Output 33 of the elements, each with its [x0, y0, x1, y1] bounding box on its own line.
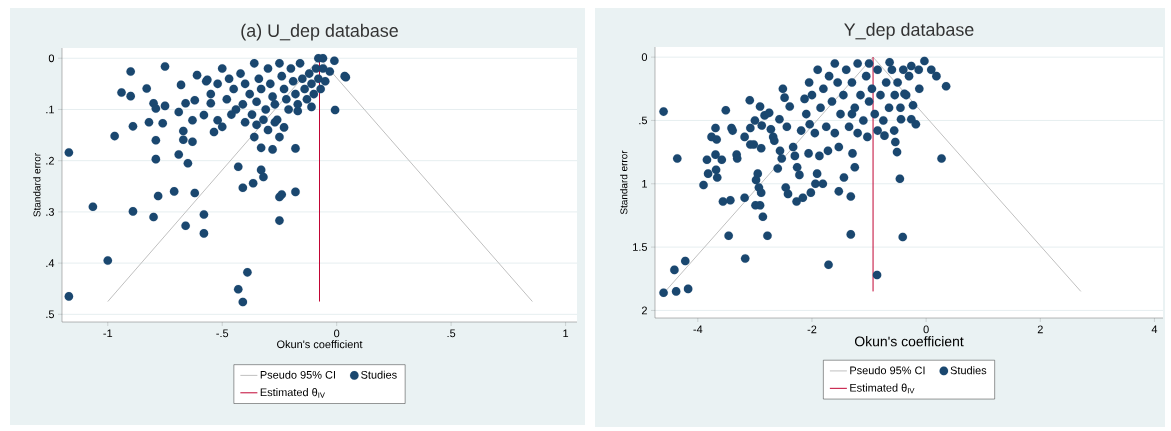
x-tick-label: 1 [563, 329, 569, 338]
y-axis-title: Standard error [620, 150, 628, 215]
legend-label: Estimated θ$_{IV}$ [260, 388, 325, 398]
y-tick-label: 0 [641, 53, 648, 62]
x-tick-label: -.5 [216, 329, 229, 338]
x-tick-label: 0 [334, 329, 340, 338]
y-tick-label: 0 [48, 54, 55, 63]
legend-label: Pseudo 95% CI [850, 366, 925, 375]
x-axis-title: Okun's coefficient [277, 340, 363, 349]
x-tick-label: 2 [1037, 325, 1043, 334]
y-tick-label: .5 [46, 310, 55, 319]
x-tick-label: 0 [923, 325, 929, 334]
x-tick-label: -2 [807, 325, 817, 334]
x-tick-label: -1 [103, 329, 113, 338]
y-tick-label: 2 [641, 306, 647, 315]
chart-title: Y_dep database [844, 22, 974, 40]
y-tick-label: .1 [46, 105, 54, 114]
legend-label: Pseudo 95% CI [260, 370, 335, 379]
y-tick-label: 1 [642, 180, 647, 188]
x-tick-label: .5 [447, 329, 456, 338]
y-tick-label: .3 [46, 208, 54, 216]
y-tick-label: .2 [46, 156, 54, 165]
legend-label: Studies [950, 366, 987, 375]
chart-title: (a) U_dep database [241, 23, 398, 41]
legend-label: Estimated θ$_{IV}$ [850, 383, 915, 394]
x-tick-label: 4 [1151, 325, 1158, 334]
x-axis-title: Okun's coefficient [854, 336, 964, 347]
y-axis-title: Standard error [33, 153, 41, 217]
y-tick-label: 1.5 [633, 243, 648, 251]
y-tick-label: .4 [46, 259, 55, 267]
y-tick-label: .5 [639, 116, 648, 125]
x-tick-label: -4 [693, 325, 703, 334]
legend-label: Studies [361, 370, 397, 379]
